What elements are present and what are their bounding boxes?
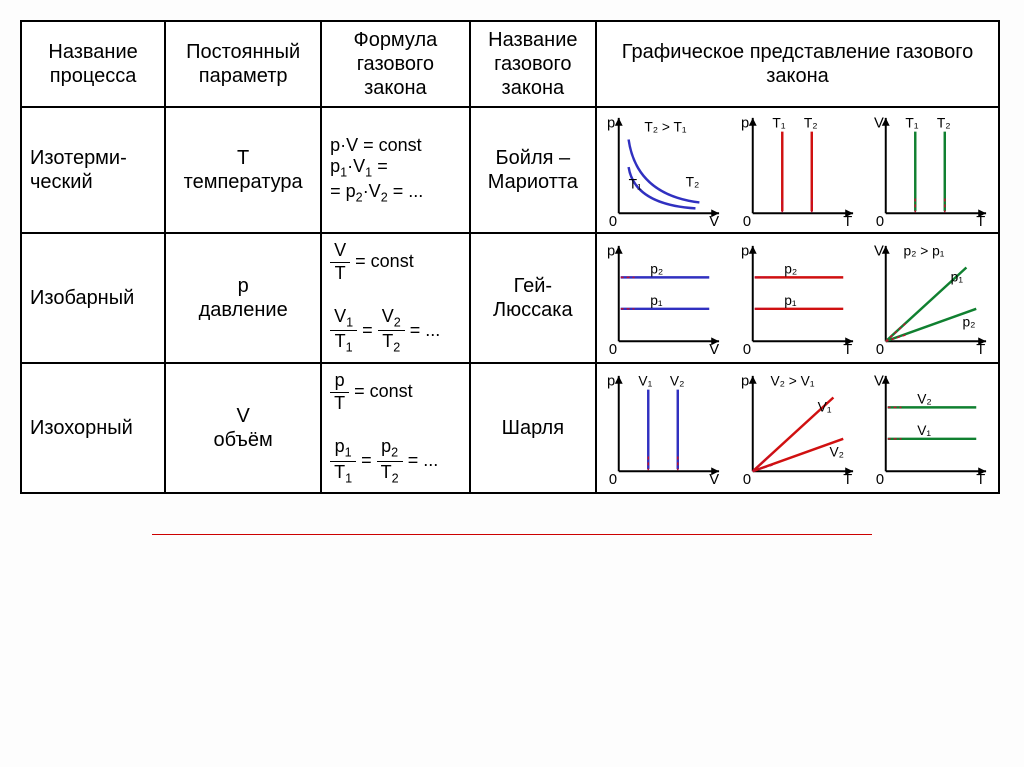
- svg-text:T₁: T₁: [628, 177, 641, 192]
- svg-text:0: 0: [609, 214, 617, 230]
- process-name: Изохорный: [21, 363, 165, 493]
- svg-text:T₂: T₂: [686, 175, 700, 190]
- table-row: Изобарный pдавление VT = constV1T1 = V2T…: [21, 233, 999, 363]
- svg-text:p: p: [607, 374, 615, 390]
- svg-text:0: 0: [742, 472, 750, 488]
- formula: VT = constV1T1 = V2T2 = ...: [321, 233, 469, 363]
- svg-text:V₂: V₂: [829, 445, 844, 460]
- header-formula: Формула газового закона: [321, 21, 469, 107]
- svg-text:p: p: [607, 244, 615, 260]
- graphs-cell: p V 0 p₂ p₁ p T 0 p₂ p₁ V T 0: [596, 233, 999, 363]
- graphs-cell: p V 0 V₁ V₂ p T 0 V₁ V₂ V₂ > V₁ V T 0: [596, 363, 999, 493]
- svg-text:V: V: [709, 472, 719, 488]
- svg-text:0: 0: [609, 342, 617, 358]
- header-param: Постоянный параметр: [165, 21, 321, 107]
- svg-text:p₂: p₂: [650, 262, 663, 277]
- process-name: Изотерми-ческий: [21, 107, 165, 233]
- header-graphs: Графическое представление газового закон…: [596, 21, 999, 107]
- svg-text:0: 0: [876, 472, 884, 488]
- table-row: Изохорный Vобъём pT = constp1T1 = p2T2 =…: [21, 363, 999, 493]
- constant-param: Tтемпература: [165, 107, 321, 233]
- svg-text:T: T: [843, 472, 852, 488]
- svg-text:p: p: [740, 244, 748, 260]
- svg-text:T: T: [843, 342, 852, 358]
- law-name: Бойля – Мариотта: [470, 107, 596, 233]
- svg-text:V: V: [874, 374, 884, 390]
- svg-text:V: V: [709, 214, 719, 230]
- svg-text:p₁: p₁: [951, 269, 964, 284]
- svg-text:T: T: [976, 472, 985, 488]
- svg-text:T₁: T₁: [772, 116, 785, 131]
- svg-text:V₂ > V₁: V₂ > V₁: [770, 374, 814, 389]
- process-name: Изобарный: [21, 233, 165, 363]
- svg-text:0: 0: [609, 472, 617, 488]
- svg-text:p₂ > p₁: p₂ > p₁: [904, 244, 945, 259]
- constant-param: Vобъём: [165, 363, 321, 493]
- law-name: Гей-Люссака: [470, 233, 596, 363]
- svg-text:p₁: p₁: [784, 293, 797, 308]
- svg-text:0: 0: [742, 214, 750, 230]
- svg-text:V₂: V₂: [670, 374, 685, 389]
- svg-text:T: T: [843, 214, 852, 230]
- svg-text:p₂: p₂: [784, 262, 797, 277]
- graphs-cell: p V 0 T₁ T₂ T₂ > T₁ p T 0 T₁ T₂ V T 0: [596, 107, 999, 233]
- footer-rule: [152, 534, 872, 535]
- svg-text:p: p: [740, 116, 748, 132]
- svg-text:V₁: V₁: [638, 374, 652, 389]
- law-name: Шарля: [470, 363, 596, 493]
- svg-text:V₂: V₂: [917, 392, 932, 407]
- svg-text:V: V: [874, 116, 884, 132]
- svg-text:V₁: V₁: [817, 400, 831, 415]
- svg-text:T: T: [976, 214, 985, 230]
- svg-text:T₁: T₁: [906, 116, 919, 131]
- header-process: Название процесса: [21, 21, 165, 107]
- gas-laws-table: Название процесса Постоянный параметр Фо…: [20, 20, 1000, 494]
- svg-text:p₂: p₂: [963, 315, 976, 330]
- svg-text:T₂: T₂: [937, 116, 951, 131]
- svg-text:T₂ > T₁: T₂ > T₁: [644, 120, 687, 135]
- svg-text:0: 0: [742, 342, 750, 358]
- svg-text:T: T: [976, 342, 985, 358]
- svg-text:V: V: [874, 244, 884, 260]
- svg-text:V₁: V₁: [917, 423, 931, 438]
- header-row: Название процесса Постоянный параметр Фо…: [21, 21, 999, 107]
- header-lawname: Название газового закона: [470, 21, 596, 107]
- svg-text:p: p: [740, 374, 748, 390]
- formula: p·V = constp1·V1 == p2·V2 = ...: [321, 107, 469, 233]
- svg-text:T₂: T₂: [803, 116, 817, 131]
- svg-text:p₁: p₁: [650, 293, 663, 308]
- svg-text:V: V: [709, 342, 719, 358]
- table-row: Изотерми-ческий Tтемпература p·V = const…: [21, 107, 999, 233]
- svg-text:0: 0: [876, 214, 884, 230]
- svg-text:p: p: [607, 116, 615, 132]
- formula: pT = constp1T1 = p2T2 = ...: [321, 363, 469, 493]
- constant-param: pдавление: [165, 233, 321, 363]
- svg-text:0: 0: [876, 342, 884, 358]
